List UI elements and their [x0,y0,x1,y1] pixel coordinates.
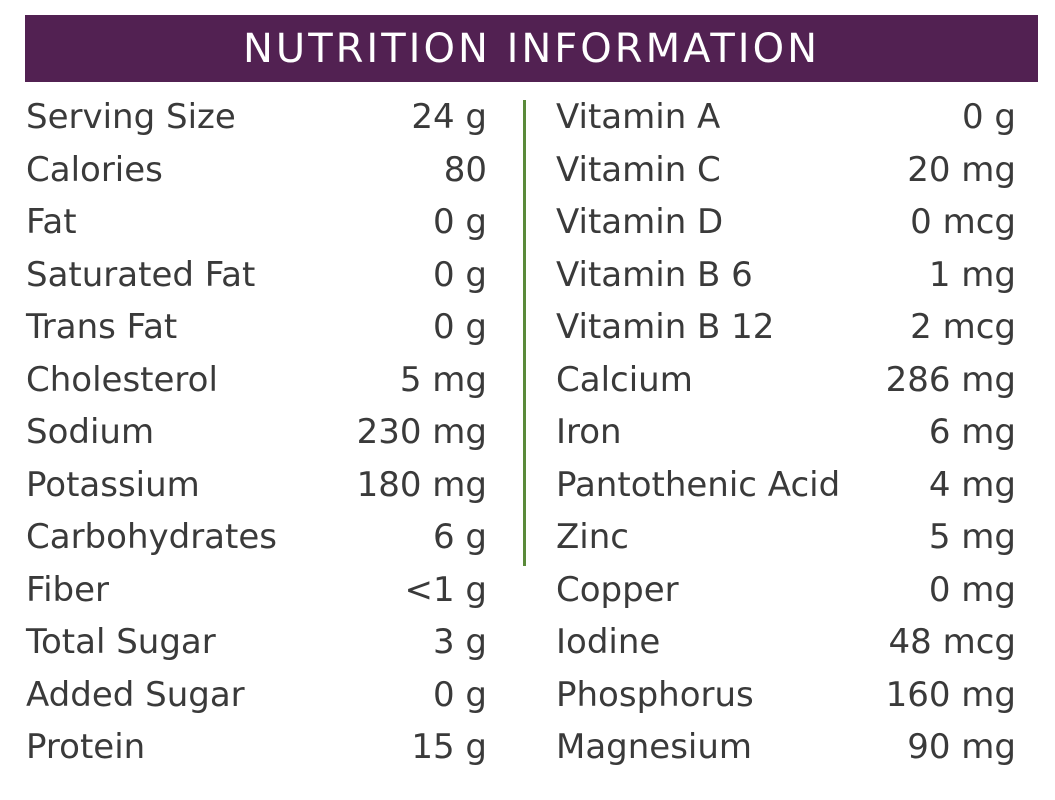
left-nutrient-column: Serving Size 24 g Calories 80 Fat 0 g Satur… [26,91,487,774]
nutrient-row: Phosphorus 160 mg [556,669,1016,722]
nutrient-row: Sodium 230 mg [26,406,487,459]
nutrient-value: 24 g [411,97,487,138]
nutrient-label: Fat [26,202,77,243]
nutrient-label: Vitamin C [556,149,721,190]
nutrient-row: Vitamin B 6 1 mg [556,249,1016,302]
nutrient-row: Pantothenic Acid 4 mg [556,459,1016,512]
nutrient-value: 160 mg [885,674,1016,715]
title-banner: NUTRITION INFORMATION [25,15,1038,82]
nutrient-label: Copper [556,569,679,610]
nutrient-label: Serving Size [26,97,236,138]
nutrient-value: 1 mg [928,254,1016,295]
nutrient-row: Trans Fat 0 g [26,301,487,354]
nutrient-value: 4 mg [928,464,1016,505]
nutrient-row: Saturated Fat 0 g [26,249,487,302]
nutrient-label: Vitamin A [556,97,721,138]
nutrient-value: 0 g [961,97,1016,138]
nutrient-label: Calories [26,149,163,190]
nutrient-label: Phosphorus [556,674,754,715]
nutrient-row: Fat 0 g [26,196,487,249]
nutrient-label: Trans Fat [26,307,178,348]
nutrient-value: 180 mg [356,464,487,505]
nutrient-label: Calcium [556,359,693,400]
nutrient-label: Iron [556,412,622,453]
nutrient-row: Zinc 5 mg [556,511,1016,564]
nutrient-label: Vitamin B 12 [556,307,775,348]
nutrient-row: Calcium 286 mg [556,354,1016,407]
nutrient-label: Vitamin D [556,202,724,243]
nutrient-row: Cholesterol 5 mg [26,354,487,407]
nutrient-value: 15 g [411,727,487,768]
nutrient-value: 5 mg [928,517,1016,558]
nutrient-label: Saturated Fat [26,254,256,295]
nutrient-label: Added Sugar [26,674,245,715]
nutrient-label: Magnesium [556,727,753,768]
nutrient-value: 80 [443,149,487,190]
nutrient-value: 230 mg [356,412,487,453]
nutrient-label: Protein [26,727,146,768]
nutrient-value: 0 g [432,307,487,348]
nutrient-row: Added Sugar 0 g [26,669,487,722]
nutrient-row: Fiber <1 g [26,564,487,617]
nutrient-value: 2 mcg [910,307,1016,348]
nutrient-row: Vitamin C 20 mg [556,144,1016,197]
nutrient-value: 48 mcg [888,622,1016,663]
nutrient-row: Vitamin A 0 g [556,91,1016,144]
nutrient-row: Vitamin D 0 mcg [556,196,1016,249]
nutrient-row: Protein 15 g [26,721,487,774]
nutrient-label: Zinc [556,517,629,558]
nutrient-value: <1 g [404,569,487,610]
nutrient-value: 0 g [432,202,487,243]
nutrient-row: Carbohydrates 6 g [26,511,487,564]
nutrient-label: Cholesterol [26,359,218,400]
nutrient-row: Potassium 180 mg [26,459,487,512]
nutrient-value: 3 g [432,622,487,663]
nutrient-row: Iron 6 mg [556,406,1016,459]
nutrient-row: Magnesium 90 mg [556,721,1016,774]
nutrient-value: 20 mg [907,149,1016,190]
column-divider [523,100,526,566]
nutrient-value: 90 mg [907,727,1016,768]
nutrient-row: Copper 0 mg [556,564,1016,617]
nutrient-label: Total Sugar [26,622,216,663]
page-title: NUTRITION INFORMATION [243,25,820,72]
nutrient-value: 0 g [432,674,487,715]
right-nutrient-column: Vitamin A 0 g Vitamin C 20 mg Vitamin D 0 m… [556,91,1016,774]
nutrient-row: Calories 80 [26,144,487,197]
nutrient-value: 0 g [432,254,487,295]
nutrient-label: Fiber [26,569,110,610]
nutrient-label: Carbohydrates [26,517,277,558]
nutrient-label: Potassium [26,464,200,505]
nutrient-row: Iodine 48 mcg [556,616,1016,669]
nutrient-value: 6 g [432,517,487,558]
nutrient-row: Vitamin B 12 2 mcg [556,301,1016,354]
nutrient-value: 6 mg [928,412,1016,453]
nutrient-row: Total Sugar 3 g [26,616,487,669]
nutrient-label: Sodium [26,412,155,453]
nutrient-label: Iodine [556,622,661,663]
nutrient-label: Pantothenic Acid [556,464,841,505]
nutrient-row: Serving Size 24 g [26,91,487,144]
nutrient-value: 0 mg [928,569,1016,610]
nutrient-label: Vitamin B 6 [556,254,753,295]
nutrient-value: 5 mg [399,359,487,400]
nutrient-value: 0 mcg [910,202,1016,243]
nutrient-value: 286 mg [885,359,1016,400]
